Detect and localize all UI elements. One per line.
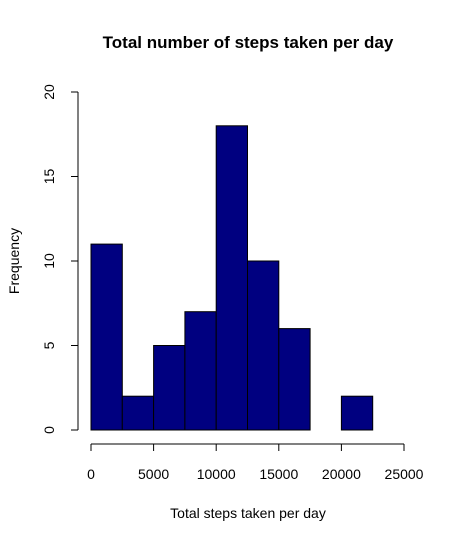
x-tick-label: 5000 [138,466,169,482]
histogram-bar-0 [90,243,123,431]
bars-group [90,125,374,431]
histogram-bar-4 [215,125,248,431]
x-tick-label: 15000 [259,466,298,482]
y-tick-label: 5 [41,341,57,349]
y-tick-label: 0 [41,426,57,434]
y-axis: 0 5 10 15 20 [41,84,79,434]
histogram-bar-6 [278,328,311,431]
y-tick-label: 15 [41,169,57,185]
x-tick-label: 0 [87,466,95,482]
histogram-bar-8 [340,395,374,431]
x-axis: 0 5000 10000 15000 20000 25000 [87,443,424,482]
x-tick-label: 20000 [322,466,361,482]
y-tick-label: 20 [41,84,57,100]
x-tick-label: 25000 [385,466,424,482]
x-axis-label: Total steps taken per day [170,505,326,521]
histogram-bar-5 [247,260,280,431]
histogram-bar-1 [121,395,155,431]
chart-title: Total number of steps taken per day [103,33,394,52]
y-axis-label: Frequency [6,228,22,294]
y-tick-label: 10 [41,253,57,269]
histogram-bar-2 [153,345,186,431]
x-tick-label: 10000 [197,466,236,482]
histogram-bar-3 [184,311,217,431]
